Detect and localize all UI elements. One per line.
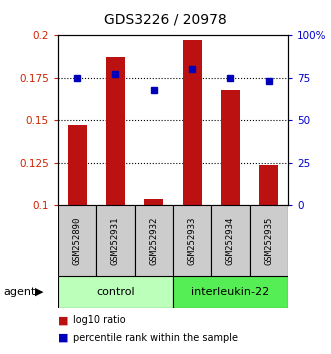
Bar (68, 125, 87, 205)
Bar (259, 165, 278, 205)
Bar (182, 40, 202, 205)
Bar (250, 205, 288, 276)
Text: GDS3226 / 20978: GDS3226 / 20978 (104, 12, 227, 27)
Bar (96, 205, 135, 276)
Text: GSM252890: GSM252890 (72, 217, 82, 265)
Text: ■: ■ (58, 315, 69, 325)
Text: agent: agent (3, 287, 36, 297)
Text: ▶: ▶ (35, 287, 43, 297)
Text: GSM252934: GSM252934 (226, 217, 235, 265)
Text: GSM252935: GSM252935 (264, 217, 273, 265)
Bar (58, 205, 96, 276)
Text: control: control (96, 287, 135, 297)
Bar (211, 205, 250, 276)
Bar (58, 276, 173, 308)
Text: percentile rank within the sample: percentile rank within the sample (73, 333, 238, 343)
Bar (173, 276, 288, 308)
Text: interleukin-22: interleukin-22 (191, 287, 269, 297)
Bar (106, 57, 125, 205)
Bar (173, 205, 211, 276)
Text: log10 ratio: log10 ratio (73, 315, 125, 325)
Bar (144, 199, 164, 205)
Text: ■: ■ (58, 333, 69, 343)
Bar (135, 205, 173, 276)
Bar (221, 90, 240, 205)
Text: GSM252932: GSM252932 (149, 217, 158, 265)
Text: GSM252931: GSM252931 (111, 217, 120, 265)
Text: GSM252933: GSM252933 (188, 217, 197, 265)
